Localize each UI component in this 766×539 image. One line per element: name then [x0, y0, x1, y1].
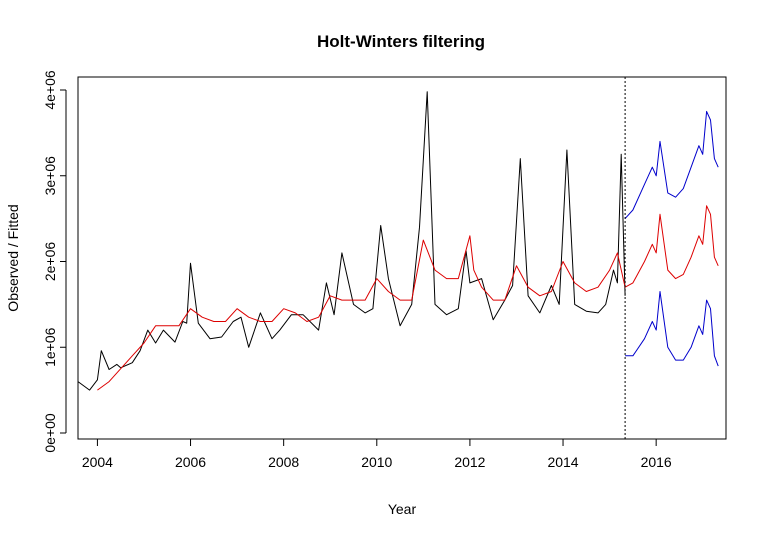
- x-axis: 2004 2006 2008 2010 2012 2014 2016: [82, 439, 672, 470]
- x-tick-label: 2012: [454, 454, 485, 470]
- y-tick-label: 3e+06: [42, 156, 58, 196]
- series-line-forecast-fit: [624, 205, 719, 288]
- chart-title: Holt-Winters filtering: [317, 32, 485, 51]
- series-line-observed: [77, 91, 626, 391]
- x-axis-label: Year: [388, 501, 417, 517]
- plot-frame: [77, 76, 727, 440]
- series-line-forecast-lower: [625, 291, 719, 367]
- series-line-fitted: [97, 235, 626, 391]
- x-tick-label: 2006: [175, 454, 206, 470]
- x-tick-label: 2010: [361, 454, 392, 470]
- y-tick-label: 4e+06: [42, 70, 58, 110]
- y-axis-label: Observed / Fitted: [5, 204, 21, 311]
- x-tick-label: 2008: [268, 454, 299, 470]
- x-tick-label: 2004: [82, 454, 113, 470]
- y-axis: 0e+00 1e+06 2e+06 3e+06 4e+06: [42, 70, 67, 453]
- x-tick-label: 2014: [547, 454, 578, 470]
- x-tick-label: 2016: [641, 454, 672, 470]
- series-line-forecast-upper: [624, 110, 719, 219]
- y-tick-label: 0e+00: [42, 413, 58, 453]
- y-tick-label: 2e+06: [42, 242, 58, 282]
- series-layer: [77, 91, 719, 391]
- y-tick-label: 1e+06: [42, 327, 58, 367]
